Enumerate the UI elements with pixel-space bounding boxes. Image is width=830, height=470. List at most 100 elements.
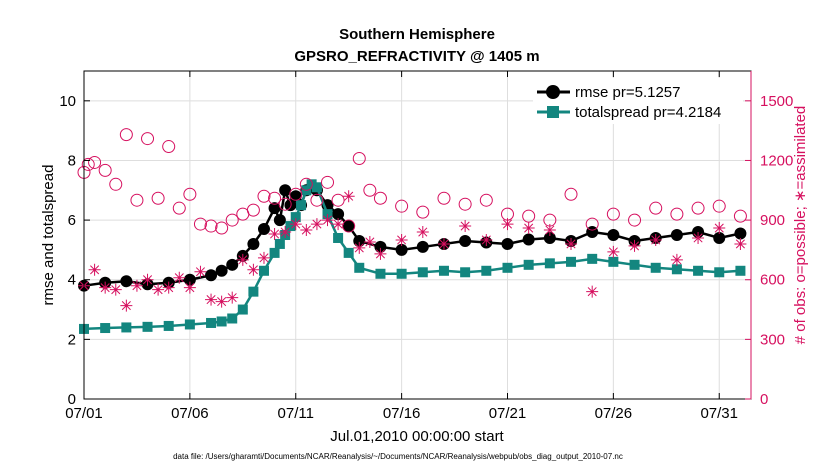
data-point bbox=[438, 265, 449, 276]
y-tick-label: 6 bbox=[68, 212, 76, 229]
data-point bbox=[734, 237, 747, 250]
y-axis-label: rmse and totalspread bbox=[40, 165, 57, 306]
data-point bbox=[373, 191, 387, 205]
data-point bbox=[342, 219, 356, 233]
data-point bbox=[205, 293, 218, 306]
data-point bbox=[733, 209, 747, 223]
data-point bbox=[543, 231, 556, 244]
data-point bbox=[172, 201, 186, 215]
data-point bbox=[343, 247, 354, 258]
data-point bbox=[216, 316, 227, 327]
data-point bbox=[416, 240, 429, 253]
data-point bbox=[332, 218, 345, 231]
y2-tick-label: 300 bbox=[760, 331, 785, 348]
data-point bbox=[81, 157, 95, 171]
data-point bbox=[437, 237, 450, 250]
y2-tick-label: 600 bbox=[760, 272, 785, 289]
data-point bbox=[279, 184, 292, 197]
data-point bbox=[501, 218, 514, 231]
data-point bbox=[353, 234, 366, 247]
data-point bbox=[714, 267, 725, 278]
data-point bbox=[163, 320, 174, 331]
data-point bbox=[321, 175, 335, 189]
data-point bbox=[206, 317, 217, 328]
data-point bbox=[566, 256, 577, 267]
data-point bbox=[606, 207, 620, 221]
data-point bbox=[564, 187, 578, 201]
y2-axis-label: # of obs: o=possible; ∗=assimilated bbox=[792, 106, 809, 345]
data-point bbox=[395, 233, 408, 246]
data-point bbox=[268, 228, 281, 241]
legend-spread-marker bbox=[547, 106, 559, 118]
data-point bbox=[194, 265, 207, 278]
data-point bbox=[100, 323, 111, 334]
data-point bbox=[628, 239, 641, 252]
data-point bbox=[204, 219, 218, 233]
data-point bbox=[130, 279, 143, 292]
data-point bbox=[285, 221, 296, 232]
data-point bbox=[215, 295, 228, 308]
data-point bbox=[184, 319, 195, 330]
data-point bbox=[162, 140, 176, 154]
data-point bbox=[586, 285, 599, 298]
data-point bbox=[227, 313, 238, 324]
data-point bbox=[193, 217, 207, 231]
data-point bbox=[543, 224, 556, 237]
y2-tick-label: 1200 bbox=[760, 152, 793, 169]
data-point bbox=[342, 190, 355, 203]
data-point bbox=[692, 231, 705, 244]
data-point bbox=[205, 269, 218, 282]
y-tick-label: 4 bbox=[68, 272, 76, 289]
data-point bbox=[417, 267, 428, 278]
data-point bbox=[246, 203, 260, 217]
y-tick-label: 10 bbox=[59, 93, 76, 110]
data-point bbox=[141, 132, 155, 146]
data-point bbox=[670, 253, 683, 266]
plot-data bbox=[77, 128, 747, 334]
series-rmse bbox=[78, 181, 747, 292]
chart-title: Southern Hemisphere bbox=[339, 26, 495, 43]
data-point bbox=[585, 217, 599, 231]
data-point bbox=[607, 229, 620, 241]
data-point bbox=[279, 226, 292, 239]
data-point bbox=[712, 199, 726, 213]
x-tick-label: 07/21 bbox=[489, 405, 527, 422]
data-point bbox=[374, 247, 387, 260]
data-point bbox=[416, 205, 430, 219]
data-point bbox=[363, 183, 377, 197]
data-point bbox=[215, 264, 228, 277]
data-point bbox=[120, 299, 133, 312]
data-point bbox=[119, 128, 133, 142]
data-point bbox=[459, 220, 472, 233]
data-point bbox=[691, 201, 705, 215]
data-point bbox=[501, 237, 514, 250]
data-point bbox=[354, 262, 365, 273]
y-tick-label: 2 bbox=[68, 331, 76, 348]
data-point bbox=[311, 182, 322, 193]
data-point bbox=[98, 163, 112, 177]
x-tick-label: 07/31 bbox=[700, 405, 738, 422]
data-point bbox=[257, 189, 271, 203]
legend-rmse-label: rmse pr=5.1257 bbox=[575, 84, 680, 101]
data-point bbox=[141, 273, 154, 286]
data-point bbox=[395, 243, 408, 256]
data-point bbox=[649, 233, 662, 246]
x-tick-label: 07/26 bbox=[595, 405, 633, 422]
data-point bbox=[332, 208, 345, 221]
data-file-footer: data file: /Users/gharamti/Documents/NCA… bbox=[173, 452, 623, 461]
x-tick-label: 07/16 bbox=[383, 405, 421, 422]
data-point bbox=[310, 218, 323, 231]
data-point bbox=[257, 251, 270, 264]
ticks: 07/01 07/06 07/11 07/16 07/21 07/26 07/31 0 2 4 6 8… bbox=[59, 71, 793, 422]
data-point bbox=[236, 253, 249, 266]
data-point bbox=[734, 227, 747, 240]
data-point bbox=[523, 259, 534, 270]
data-point bbox=[273, 214, 286, 227]
data-point bbox=[151, 191, 165, 205]
data-point bbox=[321, 214, 334, 227]
data-point bbox=[296, 200, 307, 211]
data-point bbox=[225, 213, 239, 227]
data-point bbox=[258, 265, 269, 276]
data-point bbox=[713, 222, 726, 235]
data-point bbox=[88, 155, 102, 169]
